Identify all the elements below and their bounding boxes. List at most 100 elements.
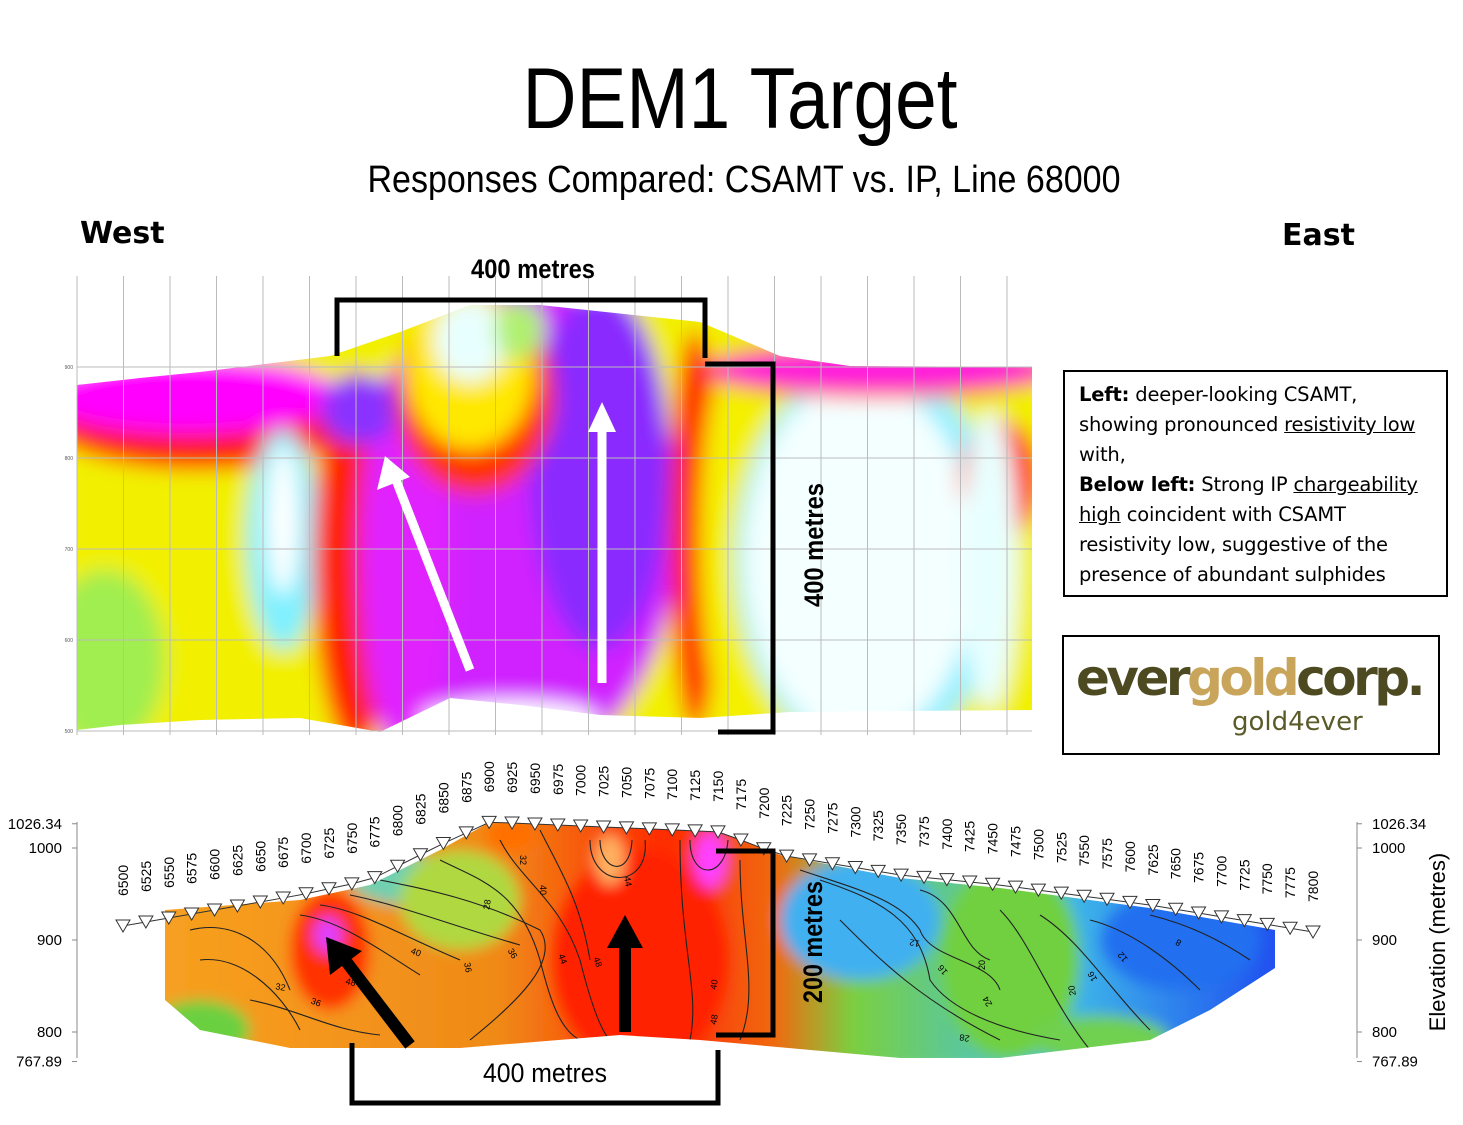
station-label: 7775 <box>1282 867 1298 898</box>
csamt-tick-label: 800 <box>65 456 74 462</box>
elevation-tick-label: 1000 <box>29 840 62 857</box>
contour-label: 16 <box>1086 970 1100 984</box>
station-marker <box>389 859 406 874</box>
station-marker <box>527 817 543 831</box>
station-marker <box>343 877 360 891</box>
station-label: 6775 <box>367 816 383 847</box>
contour-label: 12 <box>1116 950 1130 964</box>
station-label: 7175 <box>733 779 749 810</box>
station-label: 7675 <box>1191 852 1207 883</box>
contour-label: 36 <box>462 962 474 974</box>
csamt-tick-label: 500 <box>65 729 74 735</box>
station-label: 7350 <box>893 814 909 845</box>
station-label: 7100 <box>664 769 680 800</box>
station-marker <box>1305 925 1321 939</box>
csamt-width-label: 400 metres <box>471 254 595 284</box>
station-label: 7325 <box>870 810 886 841</box>
station-marker <box>412 848 429 862</box>
subtitle: Responses Compared: CSAMT vs. IP, Line 6… <box>368 159 1121 201</box>
note-part: resistivity low <box>1284 413 1416 436</box>
station-label: 7750 <box>1259 863 1275 894</box>
station-label: 7500 <box>1030 829 1046 860</box>
station-label: 7600 <box>1122 841 1138 872</box>
contour-label: 36 <box>506 947 520 961</box>
station-marker <box>1282 921 1298 936</box>
station-marker <box>1259 917 1276 932</box>
station-marker <box>1213 910 1230 924</box>
logo-name-start: ever <box>1076 649 1191 707</box>
elevation-tick-label: 800 <box>37 1024 62 1041</box>
station-label: 7375 <box>916 816 932 847</box>
station-label: 7075 <box>641 768 657 799</box>
station-marker <box>1122 895 1138 910</box>
station-marker <box>321 882 337 896</box>
station-label: 7000 <box>573 765 589 796</box>
station-marker <box>458 826 475 840</box>
note-part: Left: <box>1079 383 1130 406</box>
station-marker <box>916 870 932 885</box>
station-marker <box>984 877 1001 892</box>
contour-label: 40 <box>410 946 423 959</box>
note-part: coincident with CSAMT resistivity low, s… <box>1079 503 1388 586</box>
station-marker <box>1190 906 1207 921</box>
csamt-tick-label: 700 <box>65 547 74 553</box>
contour-label: 8 <box>1174 937 1183 948</box>
arrows <box>326 402 643 1049</box>
station-marker <box>710 825 726 839</box>
station-marker <box>252 895 269 909</box>
contour-label: 44 <box>556 953 569 966</box>
station-marker <box>801 853 818 867</box>
station-marker <box>160 911 177 925</box>
station-label: 7650 <box>1168 848 1184 879</box>
csamt-section <box>76 276 1032 735</box>
station-marker <box>595 820 612 834</box>
elevation-tick-label: 900 <box>37 932 62 949</box>
title: DEM1 Target <box>523 51 958 147</box>
logo-name-middle: gold <box>1187 649 1300 707</box>
station-label: 6550 <box>161 857 177 888</box>
station-marker <box>435 836 452 851</box>
elevation-tick-label: 1026.34 <box>8 816 62 833</box>
station-marker <box>641 822 658 836</box>
csamt-tick-label: 600 <box>65 638 74 644</box>
station-marker <box>366 871 383 885</box>
contour-label: 40 <box>708 979 720 991</box>
elevation-tick-label: 767.89 <box>1372 1054 1418 1071</box>
station-label: 6575 <box>184 853 200 884</box>
ip-section: Elevation (metres) 6500 6525 6550 6575 6600 6… <box>8 761 1450 1071</box>
station-marker <box>1144 898 1161 913</box>
note-part: chargeability high <box>1079 473 1418 526</box>
station-label: 6900 <box>481 761 497 792</box>
station-marker <box>1167 902 1184 917</box>
station-marker <box>138 915 154 929</box>
station-label: 7125 <box>687 770 703 801</box>
contour-label: 20 <box>1066 985 1078 997</box>
station-label: 7475 <box>1008 826 1024 857</box>
west-label: West <box>80 216 165 251</box>
note-part: Strong IP <box>1195 473 1294 496</box>
station-label: 7300 <box>847 806 863 837</box>
contour-label: 28 <box>959 1032 971 1044</box>
station-label: 6850 <box>435 782 451 813</box>
logo-tagline: gold4ever <box>1232 707 1363 737</box>
station-label: 6725 <box>321 827 337 858</box>
station-marker <box>847 861 864 875</box>
station-marker <box>549 818 566 832</box>
station-label: 6525 <box>138 861 154 892</box>
station-marker <box>961 875 978 889</box>
station-label: 7425 <box>962 821 978 852</box>
station-label: 7050 <box>618 767 634 798</box>
elevation-tick-label: 800 <box>1372 1024 1397 1041</box>
station-marker <box>1007 880 1024 895</box>
station-marker <box>1236 914 1253 928</box>
csamt-depth-label: 400 metres <box>799 483 829 607</box>
contour-label: 40 <box>538 885 548 895</box>
station-marker <box>183 907 200 921</box>
station-label: 7625 <box>1145 844 1161 875</box>
station-marker <box>1076 889 1093 904</box>
station-label: 7400 <box>939 818 955 849</box>
station-marker <box>1053 886 1070 901</box>
station-marker <box>733 833 749 847</box>
contour-label: 24 <box>981 995 995 1009</box>
